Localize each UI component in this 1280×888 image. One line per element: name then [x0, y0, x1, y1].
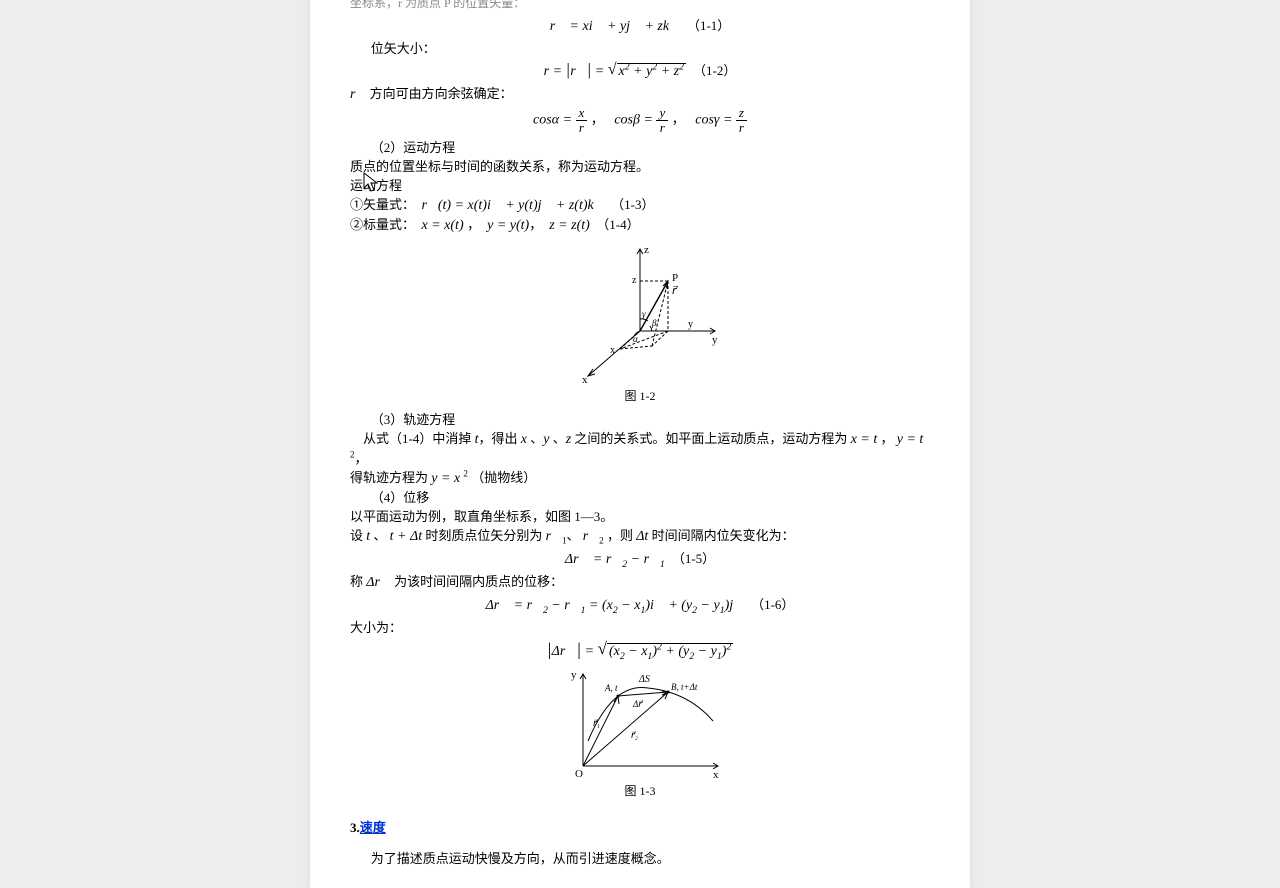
document-page: 坐标系，r 为质点 P 的位置矢量： r⃗ = xi⃗ + yj⃗ + zk⃗ …	[310, 0, 970, 888]
figure-1-2-caption: 图 1-2	[350, 387, 930, 404]
paragraph-eom-def: 质点的位置坐标与时间的函数关系，称为运动方程。	[350, 157, 930, 176]
svg-text:x: x	[610, 345, 615, 356]
svg-text:γ: γ	[642, 309, 646, 319]
heading-4: （4）位移	[350, 488, 930, 507]
paragraph-trajectory-result: 得轨迹方程为 y = x 2 （抛物线）	[350, 468, 930, 488]
eq1-4-prefix: ②标量式：	[350, 217, 415, 232]
svg-text:y: y	[688, 319, 693, 330]
svg-text:r⃗₂: r⃗₂	[631, 730, 638, 740]
paragraph-trajectory: 从式（1-4）中消掉 t，得出 x 、y 、z 之间的关系式。如平面上运动质点，…	[350, 429, 930, 468]
svg-text:β: β	[651, 318, 657, 328]
equation-1-1: r⃗ = xi⃗ + yj⃗ + zk⃗ （1-1）	[350, 15, 930, 35]
figure-1-3: x y O A, t B, t+Δt ΔS r⃗₁ r⃗₂	[350, 666, 930, 799]
paragraph-eom: 运动方程	[350, 176, 930, 195]
paragraph-size: 大小为：	[350, 618, 930, 637]
svg-text:x: x	[713, 769, 719, 781]
paragraph-displacement-2: 设 t 、 t + Δt 时刻质点位矢分别为 r⃗1、 r⃗2 ，则 Δt 时间…	[350, 526, 930, 546]
section-3-number: 3.	[350, 820, 360, 835]
svg-text:y: y	[571, 669, 577, 681]
equation-1-2: r = |r⃗| = √x2 + y2 + z2 （1-2）	[350, 60, 930, 80]
svg-text:y: y	[712, 334, 718, 346]
eq1-3-prefix: ①矢量式：	[350, 197, 415, 212]
svg-text:z: z	[644, 244, 649, 256]
paragraph-displacement-1: 以平面运动为例，取直角坐标系，如图 1—3。	[350, 507, 930, 526]
equation-1-6: Δr⃗ = r⃗2 − r⃗1 = (x2 − x1)i⃗ + (y2 − y1…	[350, 594, 930, 614]
svg-text:ΔS: ΔS	[638, 674, 650, 685]
svg-text:r⃗: r⃗	[672, 285, 678, 297]
figure-1-2: z y x P r⃗ γ	[350, 241, 930, 404]
svg-text:A, t: A, t	[604, 683, 618, 693]
svg-text:P: P	[672, 272, 678, 284]
figure-1-3-caption: 图 1-3	[350, 782, 930, 799]
equation-1-4: ②标量式： x = x(t) ， y = y(t)， z = z(t) （1-4…	[350, 215, 930, 235]
svg-text:z: z	[632, 275, 637, 286]
paragraph-direction: r⃗ 方向可由方向余弦确定：	[350, 84, 930, 104]
heading-2: （2）运动方程	[350, 138, 930, 157]
paragraph-magnitude: 位矢大小：	[350, 39, 930, 58]
equation-cosines: cosα = xr ， cosβ = yr ， cosγ = zr	[350, 106, 930, 134]
heading-3: （3）轨迹方程	[350, 410, 930, 429]
svg-text:Δr⃗: Δr⃗	[632, 699, 643, 709]
equation-1-3: ①矢量式： r⃗(t) = x(t)i⃗ + y(t)j⃗ + z(t)k⃗ （…	[350, 195, 930, 215]
svg-text:x: x	[582, 374, 588, 386]
section-3-link[interactable]: 速度	[360, 820, 386, 835]
svg-text:r⃗₁: r⃗₁	[593, 718, 600, 728]
equation-1-5: Δr⃗ = r⃗2 − r⃗1 （1-5）	[350, 548, 930, 568]
paragraph-displacement-3: 称 Δr⃗ 为该时间间隔内质点的位移：	[350, 572, 930, 592]
svg-text:B, t+Δt: B, t+Δt	[671, 682, 698, 692]
svg-text:α: α	[633, 334, 638, 344]
svg-text:O: O	[575, 768, 583, 780]
paragraph-velocity: 为了描述质点运动快慢及方向，从而引进速度概念。	[350, 849, 930, 868]
equation-dr-mag: |Δr⃗| = √(x2 − x1)2 + (y2 − y1)2	[350, 639, 930, 660]
section-3-heading: 3.速度	[350, 817, 930, 836]
clipped-top-line: 坐标系，r 为质点 P 的位置矢量：	[350, 0, 930, 13]
